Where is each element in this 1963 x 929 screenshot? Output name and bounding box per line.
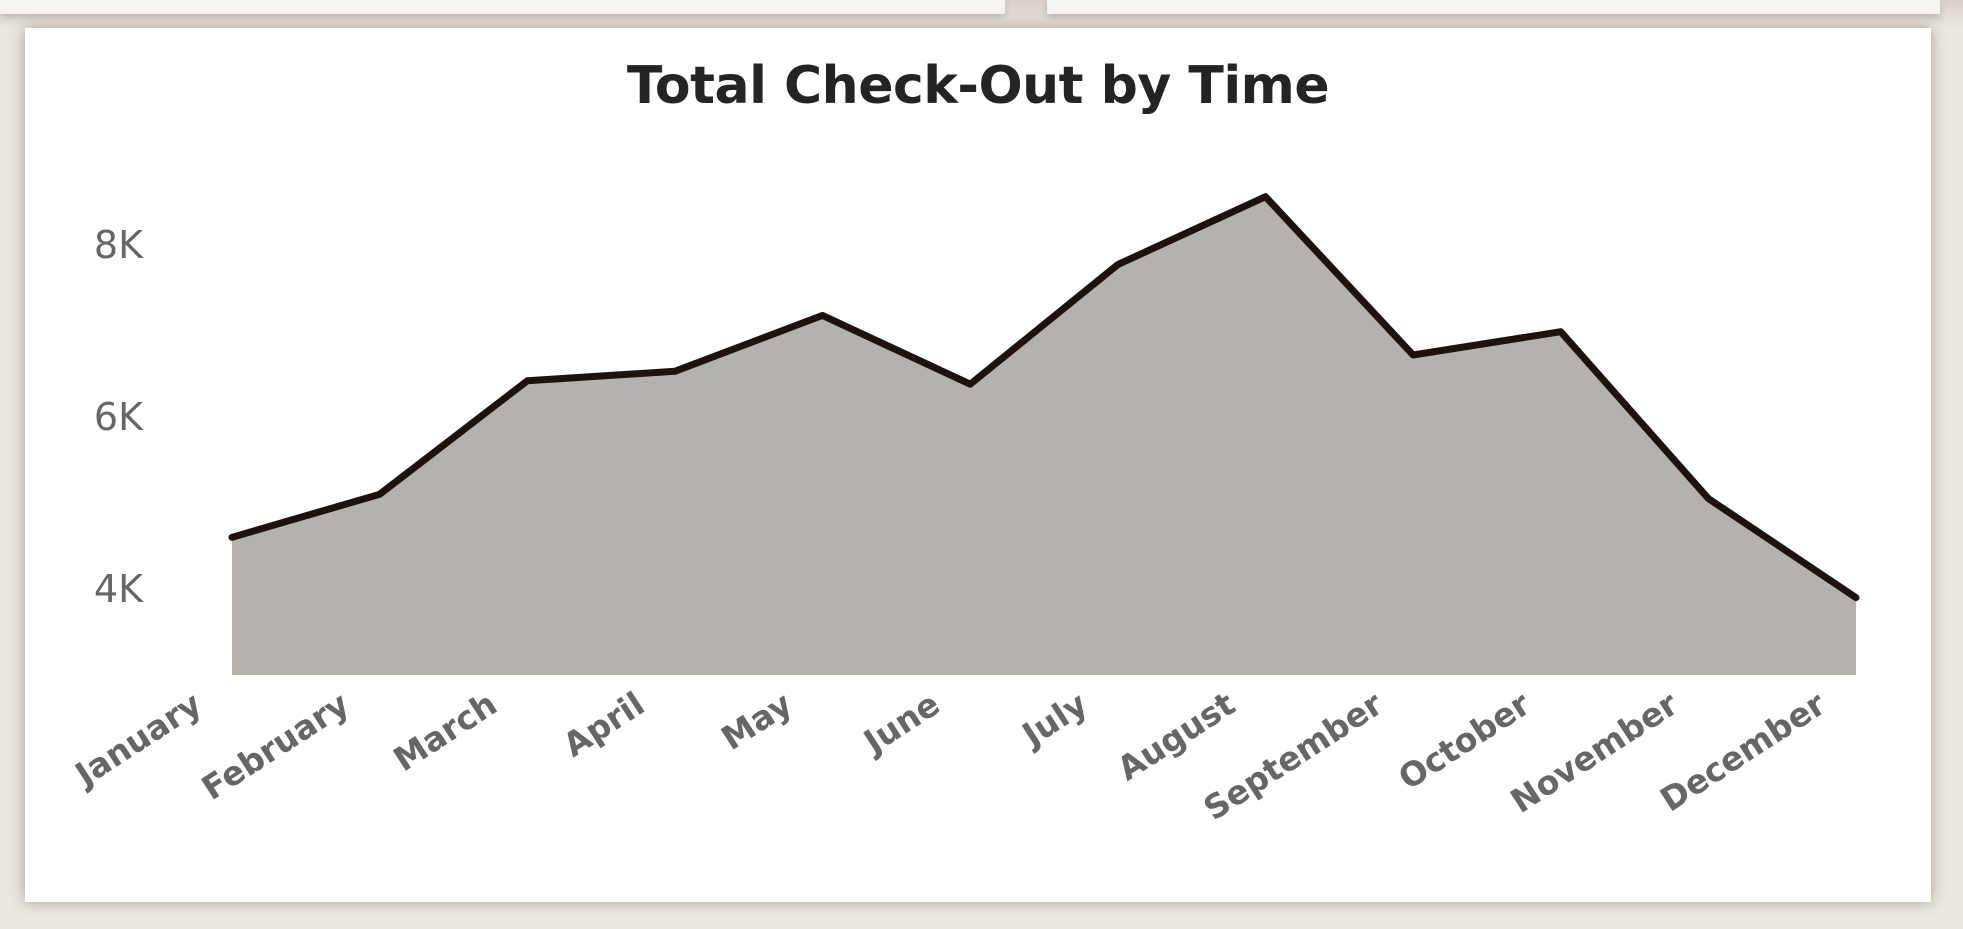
series-line [228,193,1860,602]
adjacent-card-right [1047,0,1940,14]
data-point[interactable] [1254,185,1278,209]
data-point[interactable] [515,369,539,393]
data-point[interactable] [1106,253,1130,277]
chart-title: Total Check-Out by Time [626,56,1330,116]
x-tick-label: March [386,684,503,779]
y-tick-label: 6K [94,395,144,439]
x-tick-label: February [195,684,356,808]
y-tick-label: 8K [94,223,144,267]
y-tick-label: 4K [94,567,144,611]
data-point[interactable] [1844,586,1868,610]
data-point[interactable] [1549,320,1573,344]
x-tick-label: July [1014,684,1094,755]
area-fill [232,196,1856,675]
data-point[interactable] [1401,343,1425,367]
chart-card[interactable]: Total Check-Out by Time 4K 6K 8K January Fe… [25,28,1931,902]
x-tick-label: May [714,684,799,758]
plot-area [220,185,1868,675]
y-axis: 4K 6K 8K [94,223,144,611]
x-tick-label: June [855,684,946,762]
data-point[interactable] [958,372,982,396]
x-tick-label: November [1503,684,1685,821]
data-point[interactable] [1696,487,1720,511]
x-tick-label: January [67,684,209,795]
data-point[interactable] [663,359,687,383]
adjacent-card-left [0,0,1005,14]
x-tick-label: April [556,684,651,765]
data-point[interactable] [811,303,835,327]
data-point[interactable] [220,525,244,549]
x-tick-label: August [1110,684,1242,788]
data-point[interactable] [368,482,392,506]
x-tick-label: December [1653,684,1833,820]
